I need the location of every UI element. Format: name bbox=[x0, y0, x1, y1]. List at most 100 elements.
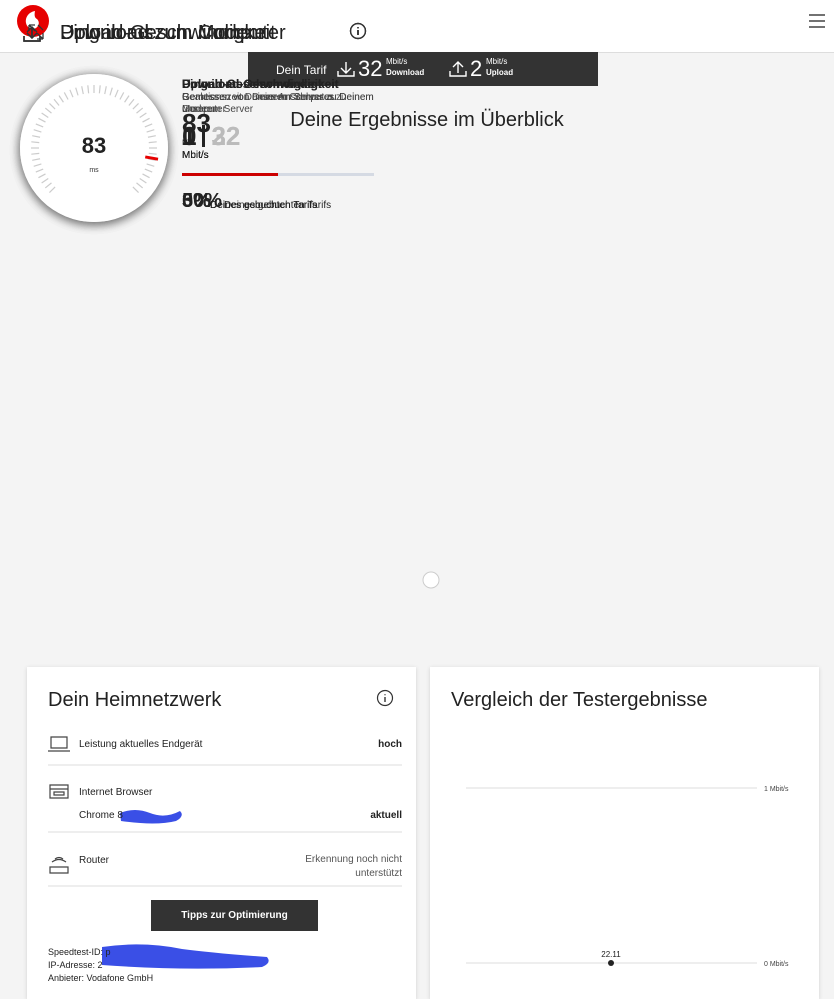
gauge-tick bbox=[132, 186, 139, 193]
gauge-tick bbox=[87, 85, 90, 94]
detail-description: Gemessen von unserem Server zu Deinem Co… bbox=[182, 92, 374, 115]
gauge-tick bbox=[146, 163, 155, 167]
x-tick-label: 22.11 bbox=[601, 950, 621, 959]
gauge-tick bbox=[114, 89, 119, 98]
tariff-bar: Dein Tarif 32 Mbit/s Download 2 Mbit/s Upload bbox=[248, 52, 598, 86]
gauge: 83 ms bbox=[20, 74, 168, 222]
gauge-tick bbox=[44, 107, 52, 114]
percent-value: 3% bbox=[182, 190, 211, 212]
speed-max: 2 bbox=[211, 121, 226, 151]
tariff-download-label: Download bbox=[386, 68, 425, 77]
speed-separator bbox=[202, 125, 206, 147]
gauge-tick bbox=[109, 87, 113, 96]
tariff-label: Dein Tarif bbox=[276, 63, 327, 77]
speed-value: 83 bbox=[182, 108, 211, 138]
row-label: Router bbox=[79, 855, 110, 866]
gauge-tick bbox=[132, 103, 139, 110]
icon-path bbox=[28, 24, 44, 40]
gauge-tick bbox=[49, 103, 56, 110]
gauge-shadow bbox=[20, 74, 168, 222]
gauge-tick bbox=[136, 107, 144, 114]
gauge-tick bbox=[33, 163, 42, 167]
home-network-layout bbox=[48, 736, 402, 969]
icon-path bbox=[449, 61, 467, 77]
gauge-tick bbox=[124, 95, 130, 103]
gauge-tick bbox=[148, 152, 157, 155]
tariff-download-unit: Mbit/s bbox=[386, 57, 408, 66]
info-button[interactable] bbox=[349, 22, 368, 41]
gauge-tick bbox=[81, 86, 84, 95]
gauge-tick bbox=[49, 186, 56, 193]
redaction bbox=[120, 810, 182, 824]
gauge-tick bbox=[136, 182, 144, 189]
gauge-tick bbox=[33, 129, 42, 133]
download-icon bbox=[337, 62, 355, 77]
comparison-chart: 0 Mbit/s 1 Mbit/s 22.11 bbox=[466, 786, 789, 968]
gauge-tick bbox=[128, 98, 135, 106]
detail-heading: Ping in ms bbox=[182, 77, 243, 91]
detail-description: Gemessen von unserem Server zu Deinem Mo… bbox=[182, 92, 374, 115]
tariff-upload: 2 bbox=[470, 56, 483, 81]
gauge-tick bbox=[69, 89, 74, 98]
card-title: Vergleich der Testergebnisse bbox=[451, 689, 708, 711]
gauge-tick bbox=[148, 141, 157, 144]
dot bbox=[422, 571, 440, 589]
gauge-tick bbox=[38, 173, 46, 179]
tariff-download: 32 bbox=[358, 56, 383, 81]
gauge-tick bbox=[35, 123, 44, 128]
gauge-tick bbox=[144, 168, 153, 173]
gauge-tick bbox=[98, 85, 101, 94]
gauge-tick bbox=[53, 98, 60, 106]
gauge-tick bbox=[35, 168, 44, 173]
redaction bbox=[102, 944, 269, 969]
gauge-tick bbox=[32, 158, 41, 161]
speed-unit: Mbit/s bbox=[182, 150, 209, 161]
progress-track bbox=[182, 173, 374, 176]
gauge-tick bbox=[147, 135, 156, 138]
speed-unit: Mbit/s bbox=[182, 150, 209, 161]
row-label: Internet Browser bbox=[79, 787, 153, 798]
y-tick-label: 1 Mbit/s bbox=[764, 786, 789, 793]
device-icon bbox=[48, 736, 70, 752]
card-title: Download zum Computer bbox=[60, 22, 286, 44]
info-button[interactable] bbox=[376, 689, 395, 708]
gauge-tick bbox=[58, 95, 64, 103]
gauge-tick bbox=[31, 141, 40, 144]
footer-line: IP-Adresse: 2 bbox=[48, 960, 103, 970]
gauge-tick bbox=[41, 178, 49, 184]
gauge-tick bbox=[44, 182, 52, 189]
gauge-tick bbox=[139, 178, 147, 184]
speed-unit: Mbit/s bbox=[182, 150, 209, 161]
gauge-tick bbox=[119, 92, 125, 100]
card-title: Dein Heimnetzwerk bbox=[48, 689, 222, 711]
menu-button[interactable] bbox=[808, 13, 828, 29]
footer-line: Anbieter: Vodafone GmbH bbox=[48, 973, 154, 983]
detail-description: Reaktionszeit Deines Anschlusses bbox=[182, 92, 335, 103]
row-value: Erkennung noch nicht unterstützt bbox=[305, 854, 402, 879]
speed-max: 32 bbox=[211, 121, 241, 151]
speed-value: 1 bbox=[182, 121, 197, 151]
vodafone-logo[interactable] bbox=[16, 4, 56, 44]
percent-value: 0% bbox=[182, 190, 211, 212]
gauge-needle bbox=[144, 155, 159, 161]
home-network-card: Dein Heimnetzwerk Leistung aktuelles Endg… bbox=[27, 667, 416, 999]
footer-line: Speedtest-ID: p bbox=[48, 947, 111, 957]
optimize-button[interactable]: Tipps zur Optimierung bbox=[151, 900, 318, 931]
speed-unit: ms bbox=[182, 137, 196, 148]
progress-fill bbox=[182, 173, 278, 176]
detail-heading: Upload-Geschwindigkeit bbox=[182, 77, 323, 91]
gauge-tick bbox=[104, 86, 107, 95]
speed-line: 83 bbox=[182, 108, 211, 139]
percent-label: Deines gebuchten Tarifs bbox=[224, 200, 332, 211]
carousel-dot bbox=[422, 571, 440, 589]
speed-value: 1 bbox=[182, 121, 197, 151]
icon-path bbox=[337, 62, 355, 77]
browser-icon bbox=[49, 784, 69, 799]
gauge-tick bbox=[41, 112, 49, 118]
info-circle bbox=[376, 689, 394, 707]
gauge-value: 83 bbox=[82, 133, 106, 158]
tariff-upload-unit: Mbit/s bbox=[486, 57, 508, 66]
